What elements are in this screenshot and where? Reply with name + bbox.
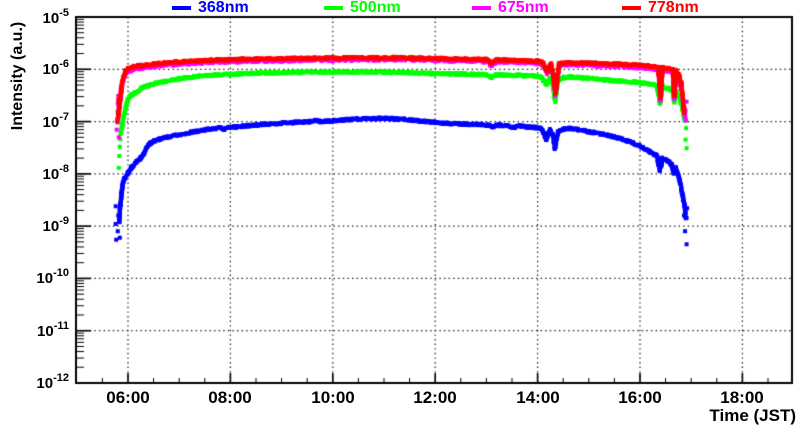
y-tick-label: 10-12 bbox=[36, 372, 69, 393]
y-tick-label: 10-9 bbox=[42, 215, 69, 236]
y-tick-label: 10-8 bbox=[42, 163, 69, 184]
legend-label-675nm: 675nm bbox=[498, 0, 549, 16]
x-tick-label: 08:00 bbox=[208, 388, 252, 407]
legend-line-marker-368nm bbox=[172, 5, 191, 10]
x-tick-label: 12:00 bbox=[413, 388, 457, 407]
x-tick-label: 14:00 bbox=[516, 388, 560, 407]
y-axis-title: Intensity (a.u.) bbox=[9, 21, 26, 131]
legend-item-368nm: 368nm bbox=[172, 0, 249, 16]
x-tick-label: 16:00 bbox=[618, 388, 662, 407]
x-tick-label: 18:00 bbox=[720, 388, 764, 407]
legend: 368nm 500nm 675nm 778nm bbox=[0, 0, 800, 16]
legend-item-778nm: 778nm bbox=[622, 0, 699, 16]
legend-line-marker-500nm bbox=[324, 5, 343, 10]
legend-line-marker-675nm bbox=[472, 5, 491, 10]
legend-item-500nm: 500nm bbox=[324, 0, 401, 16]
y-tick-label: 10-5 bbox=[42, 7, 69, 28]
x-axis-title: Time (JST) bbox=[709, 406, 796, 425]
legend-label-500nm: 500nm bbox=[350, 0, 401, 16]
legend-label-778nm: 778nm bbox=[648, 0, 699, 16]
y-tick-label: 10-6 bbox=[42, 58, 69, 79]
x-tick-label: 06:00 bbox=[106, 388, 150, 407]
legend-label-368nm: 368nm bbox=[198, 0, 249, 16]
y-tick-label: 10-10 bbox=[36, 267, 69, 288]
legend-line-marker-778nm bbox=[622, 5, 641, 10]
x-tick-label: 10:00 bbox=[311, 388, 355, 407]
y-tick-label: 10-11 bbox=[37, 320, 69, 341]
y-tick-label: 10-7 bbox=[42, 111, 69, 132]
legend-item-675nm: 675nm bbox=[472, 0, 549, 16]
